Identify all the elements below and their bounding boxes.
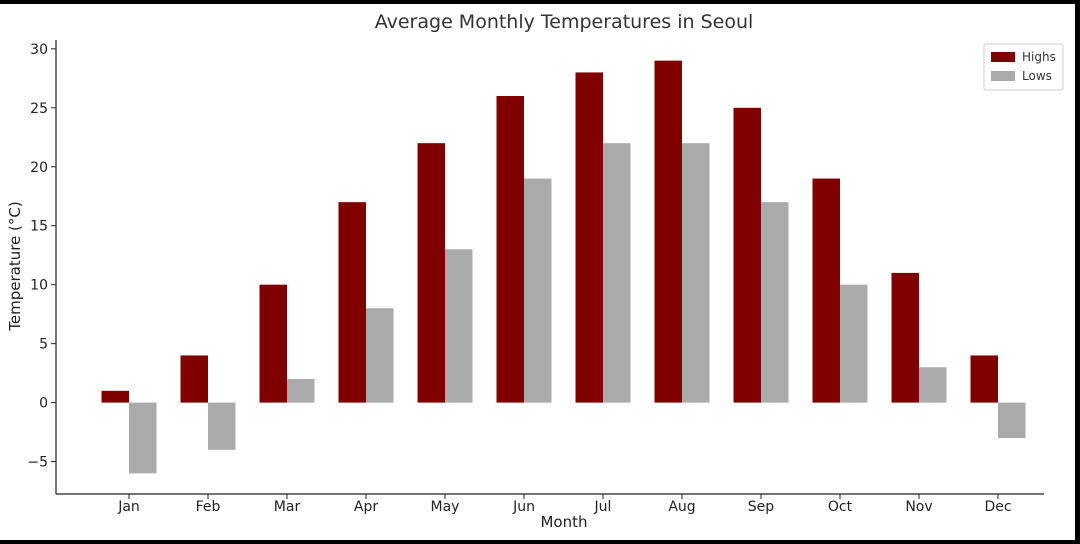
bar-chart: Average Monthly Temperatures in Seoul −5… xyxy=(6,11,1064,531)
legend-label-lows: Lows xyxy=(1022,69,1052,83)
bar-lows-may xyxy=(445,249,473,403)
bar-lows-sep xyxy=(761,202,789,403)
y-tick-label: 25 xyxy=(30,101,48,117)
x-tick-label: Mar xyxy=(274,499,301,515)
legend-swatch-highs xyxy=(991,52,1015,62)
x-tick-label: Dec xyxy=(984,499,1011,515)
bar-highs-jul xyxy=(575,72,603,403)
y-tick-label: 5 xyxy=(39,337,48,353)
bar-lows-nov xyxy=(919,367,947,403)
bar-highs-mar xyxy=(259,284,287,403)
x-tick-label: Feb xyxy=(196,499,221,515)
bars xyxy=(101,60,1026,474)
bar-lows-jan xyxy=(129,402,157,474)
bar-lows-mar xyxy=(287,379,315,403)
y-tick-label: 0 xyxy=(39,396,48,412)
bar-highs-feb xyxy=(180,355,208,403)
bar-lows-jul xyxy=(603,143,631,403)
x-tick-label: May xyxy=(431,499,460,515)
x-tick-label: Jan xyxy=(117,499,140,515)
bar-highs-may xyxy=(417,143,445,403)
bar-lows-feb xyxy=(208,402,236,450)
x-tick-label: Nov xyxy=(905,499,932,515)
bar-highs-jun xyxy=(496,96,524,403)
x-tick-label: Apr xyxy=(354,499,378,515)
x-tick-label: Jul xyxy=(594,499,612,515)
chart-figure: Average Monthly Temperatures in Seoul −5… xyxy=(0,4,1075,540)
bar-highs-apr xyxy=(338,202,366,403)
y-tick-label: −5 xyxy=(27,455,48,471)
bar-highs-sep xyxy=(733,107,761,403)
bar-highs-aug xyxy=(654,60,682,403)
bar-highs-dec xyxy=(970,355,998,403)
legend-label-highs: Highs xyxy=(1022,50,1056,64)
x-tick-label: Aug xyxy=(668,499,695,515)
y-tick-label: 10 xyxy=(30,278,48,294)
y-tick-label: 20 xyxy=(30,160,48,176)
y-axis-label: Temperature (°C) xyxy=(6,201,24,331)
bar-highs-jan xyxy=(101,390,129,403)
y-tick-label: 15 xyxy=(30,219,48,235)
y-tick-label: 30 xyxy=(30,42,48,58)
bar-highs-oct xyxy=(812,178,840,403)
bar-highs-nov xyxy=(891,272,919,403)
tick-labels: −5 0 5 10 15 20 25 30 Jan Feb Mar Apr May Jun Jul Aug Se… xyxy=(27,42,1011,515)
axes xyxy=(51,40,1044,499)
legend-swatch-lows xyxy=(991,71,1015,81)
chart-title: Average Monthly Temperatures in Seoul xyxy=(375,11,754,33)
legend: Highs Lows xyxy=(983,43,1064,91)
bar-lows-aug xyxy=(682,143,710,403)
bar-lows-jun xyxy=(524,178,552,403)
bar-lows-oct xyxy=(840,284,868,403)
x-tick-label: Jun xyxy=(512,499,535,515)
x-tick-label: Oct xyxy=(828,499,853,515)
x-tick-label: Sep xyxy=(748,499,775,515)
bar-lows-apr xyxy=(366,308,394,403)
bar-lows-dec xyxy=(998,402,1026,438)
x-axis-label: Month xyxy=(540,513,587,531)
